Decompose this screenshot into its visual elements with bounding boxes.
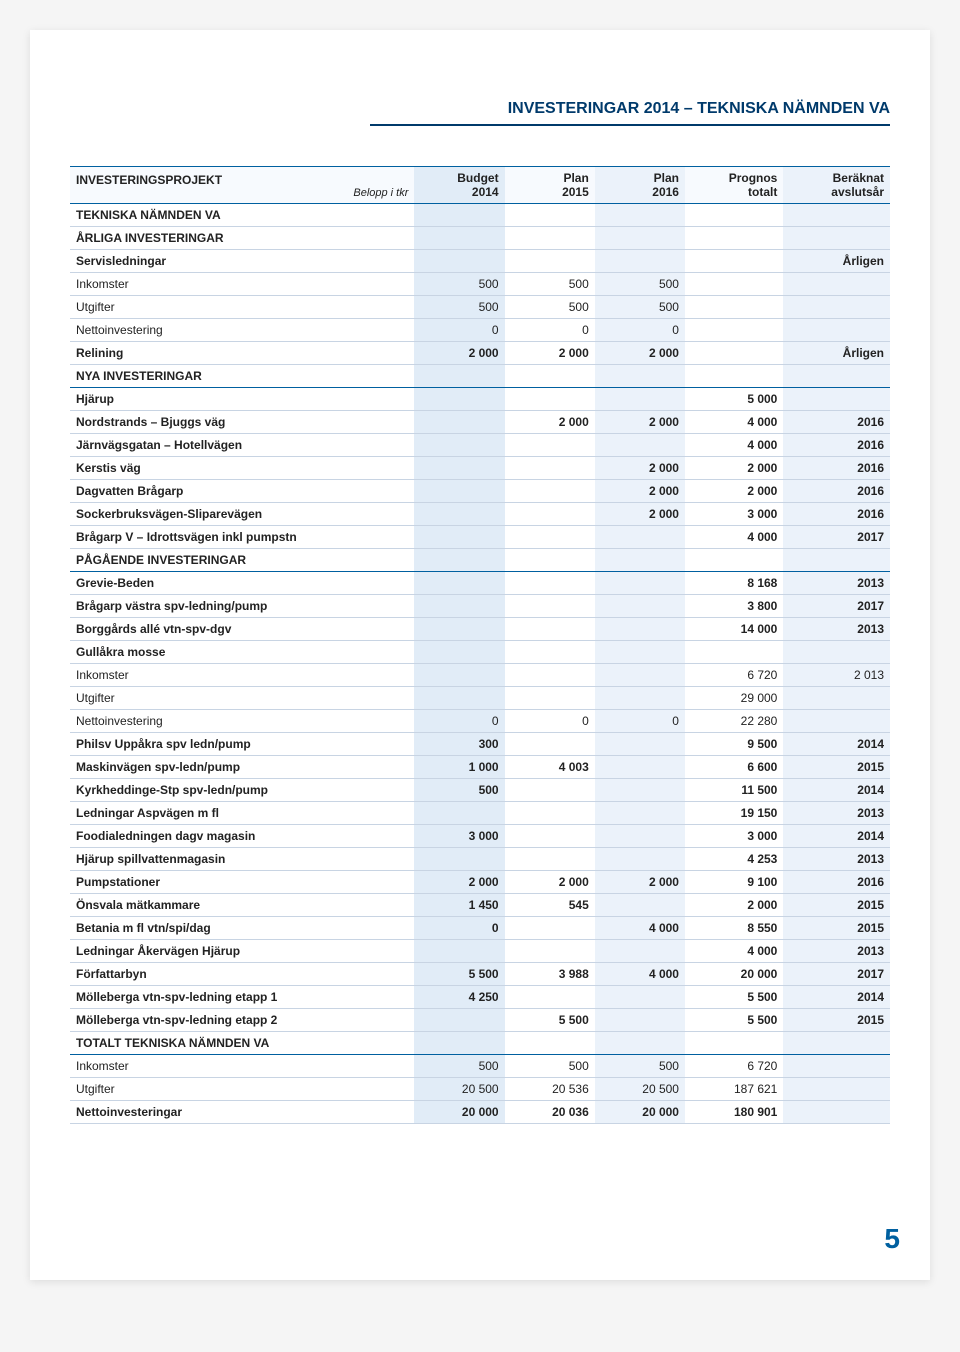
row-maskinvagen: Maskinvägen spv-ledn/pump1 0004 0036 600… [70, 756, 890, 779]
row-grevie: Grevie-Beden8 1682013 [70, 572, 890, 595]
col-prognos: Prognostotalt [685, 167, 783, 204]
row-kyrkheddinge: Kyrkheddinge-Stp spv-ledn/pump50011 5002… [70, 779, 890, 802]
row-molleberga2: Mölleberga vtn-spv-ledning etapp 25 5005… [70, 1009, 890, 1032]
row-hjarupspill: Hjärup spillvattenmagasin4 2532013 [70, 848, 890, 871]
row-betania: Betania m fl vtn/spi/dag04 0008 5502015 [70, 917, 890, 940]
row-sockerbruks: Sockerbruksvägen-Sliparevägen2 0003 0002… [70, 503, 890, 526]
row-inkomster1: Inkomster500500500 [70, 273, 890, 296]
section-pagaende: PÅGÅENDE INVESTERINGAR [70, 549, 890, 572]
row-inkomster2: Inkomster6 7202 013 [70, 664, 890, 687]
row-gullakra: Gullåkra mosse [70, 641, 890, 664]
page-number: 5 [884, 1223, 900, 1255]
row-ledningarak: Ledningar Åkervägen Hjärup4 0002013 [70, 940, 890, 963]
row-servisledningar: ServisledningarÅrligen [70, 250, 890, 273]
row-hjarup: Hjärup5 000 [70, 388, 890, 411]
col-plan2016: Plan2016 [595, 167, 685, 204]
row-kerstis: Kerstis väg2 0002 0002016 [70, 457, 890, 480]
row-relining: Relining2 0002 0002 000Årligen [70, 342, 890, 365]
row-dagvatten: Dagvatten Brågarp2 0002 0002016 [70, 480, 890, 503]
row-utgifter1: Utgifter500500500 [70, 296, 890, 319]
page-title: INVESTERINGAR 2014 – TEKNISKA NÄMNDEN VA [370, 100, 890, 126]
row-forfattarbyn: Författarbyn5 5003 9884 00020 0002017 [70, 963, 890, 986]
col-budget: Budget2014 [414, 167, 504, 204]
row-jarnvags: Järnvägsgatan – Hotellvägen4 0002016 [70, 434, 890, 457]
col-plan2015: Plan2015 [505, 167, 595, 204]
row-pumpstationer: Pumpstationer2 0002 0002 0009 1002016 [70, 871, 890, 894]
row-molleberga1: Mölleberga vtn-spv-ledning etapp 14 2505… [70, 986, 890, 1009]
col-project: INVESTERINGSPROJEKT Belopp i tkr [70, 167, 414, 204]
row-nettoinv1: Nettoinvestering000 [70, 319, 890, 342]
row-nordstrands: Nordstrands – Bjuggs väg2 0002 0004 0002… [70, 411, 890, 434]
section-nya: NYA INVESTERINGAR [70, 365, 890, 388]
section-tekniska: TEKNISKA NÄMNDEN VA [70, 204, 890, 227]
row-ledningarasp: Ledningar Aspvägen m fl19 1502013 [70, 802, 890, 825]
row-foodialedning: Foodialedningen dagv magasin3 0003 00020… [70, 825, 890, 848]
col-avslut: Beräknatavslutsår [783, 167, 890, 204]
investments-table: INVESTERINGSPROJEKT Belopp i tkr Budget2… [70, 166, 890, 1124]
row-nettoinv2: Nettoinvestering00022 280 [70, 710, 890, 733]
row-borggards: Borggårds allé vtn-spv-dgv14 0002013 [70, 618, 890, 641]
row-onsvala: Önsvala mätkammare1 4505452 0002015 [70, 894, 890, 917]
row-utgifter3: Utgifter20 50020 53620 500187 621 [70, 1078, 890, 1101]
row-inkomster3: Inkomster5005005006 720 [70, 1055, 890, 1078]
row-bragarpv: Brågarp V – Idrottsvägen inkl pumpstn4 0… [70, 526, 890, 549]
section-totalt: TOTALT TEKNISKA NÄMNDEN VA [70, 1032, 890, 1055]
row-nettoinv3: Nettoinvesteringar20 00020 03620 000180 … [70, 1101, 890, 1124]
section-arliga: ÅRLIGA INVESTERINGAR [70, 227, 890, 250]
row-philsv: Philsv Uppåkra spv ledn/pump3009 5002014 [70, 733, 890, 756]
row-bragarpvastra: Brågarp västra spv-ledning/pump3 8002017 [70, 595, 890, 618]
row-utgifter2: Utgifter29 000 [70, 687, 890, 710]
header-row: INVESTERINGSPROJEKT Belopp i tkr Budget2… [70, 167, 890, 204]
